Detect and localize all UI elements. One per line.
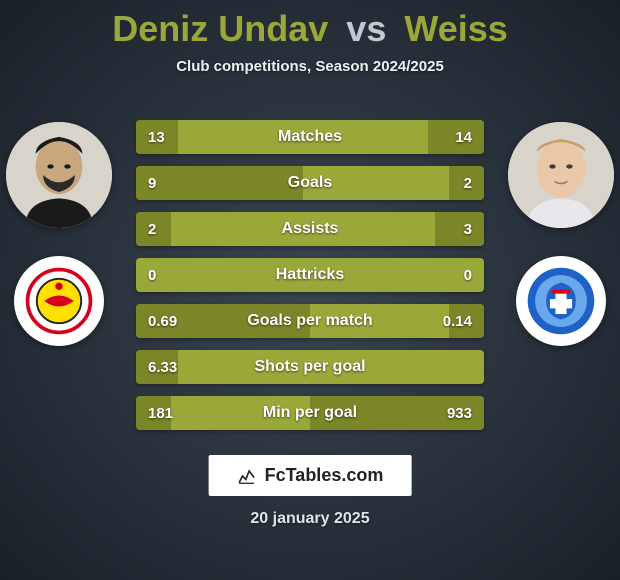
comparison-title: Deniz Undav vs Weiss [0,0,620,50]
vs-separator: vs [346,8,386,49]
stat-fill-right [435,212,484,246]
stat-value-left: 13 [148,129,165,146]
stat-fill-left [136,166,303,200]
stat-value-right: 2 [464,175,472,192]
stat-value-right: 3 [464,221,472,238]
stat-value-right: 933 [447,405,472,422]
stat-row: 2 Assists 3 [136,212,484,246]
stat-value-left: 9 [148,175,156,192]
player2-avatar [508,122,614,228]
stat-label: Shots per goal [254,358,365,376]
chart-icon [237,466,257,486]
player1-crest [14,256,104,346]
subtitle: Club competitions, Season 2024/2025 [0,58,620,75]
stat-value-left: 2 [148,221,156,238]
player1-avatar [6,122,112,228]
stat-row: 9 Goals 2 [136,166,484,200]
player1-name: Deniz Undav [112,8,328,49]
stat-label: Goals per match [247,312,372,330]
stat-value-right: 14 [455,129,472,146]
stat-label: Goals [288,174,332,192]
player2-crest [516,256,606,346]
stat-value-right: 0 [464,267,472,284]
stat-label: Min per goal [263,404,357,422]
stat-row: 13 Matches 14 [136,120,484,154]
stats-container: 13 Matches 14 9 Goals 2 2 Assists 3 0 Hattricks 0 0.… [136,120,484,442]
stat-label: Matches [278,128,342,146]
stat-value-left: 6.33 [148,359,177,376]
stat-row: 6.33 Shots per goal [136,350,484,384]
branding-badge: FcTables.com [209,455,412,496]
stat-row: 0.69 Goals per match 0.14 [136,304,484,338]
player2-name: Weiss [404,8,507,49]
stat-value-left: 0.69 [148,313,177,330]
stat-value-left: 181 [148,405,173,422]
stat-row: 181 Min per goal 933 [136,396,484,430]
stat-label: Assists [282,220,339,238]
branding-text: FcTables.com [265,465,384,486]
stat-row: 0 Hattricks 0 [136,258,484,292]
date-text: 20 january 2025 [0,510,620,528]
stat-label: Hattricks [276,266,344,284]
stat-value-right: 0.14 [443,313,472,330]
stat-value-left: 0 [148,267,156,284]
